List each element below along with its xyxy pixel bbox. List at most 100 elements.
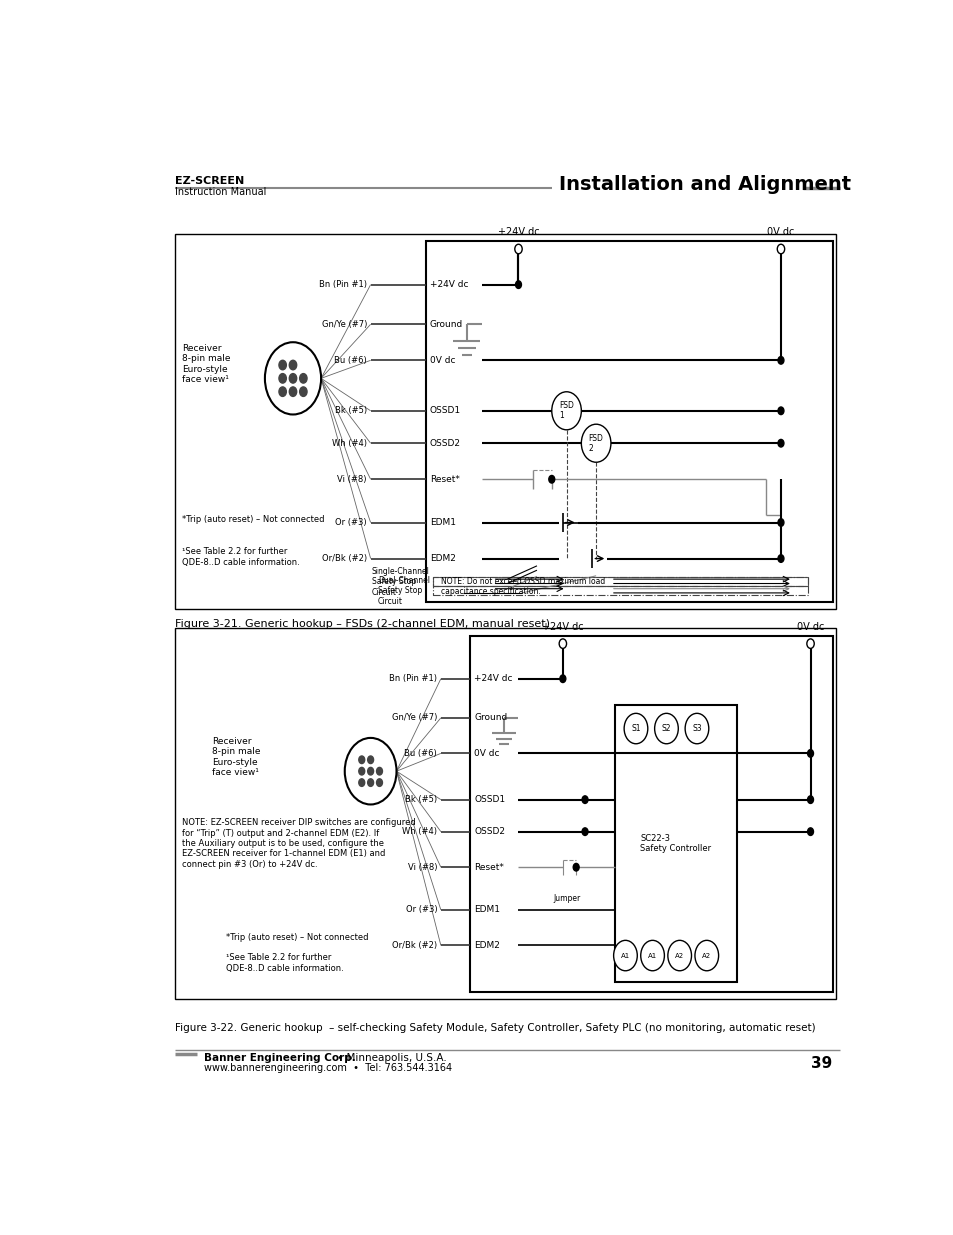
Text: OSSD2: OSSD2 — [474, 827, 504, 836]
Circle shape — [344, 737, 396, 804]
Circle shape — [558, 638, 566, 648]
Text: S2: S2 — [661, 724, 671, 734]
Circle shape — [358, 767, 364, 776]
Text: S1: S1 — [631, 724, 640, 734]
Circle shape — [807, 827, 813, 835]
Text: www.bannerengineering.com  •  Tel: 763.544.3164: www.bannerengineering.com • Tel: 763.544… — [204, 1063, 452, 1073]
Text: Wh (#4): Wh (#4) — [332, 438, 367, 448]
Text: OSSD2: OSSD2 — [429, 438, 460, 448]
Text: Bu (#6): Bu (#6) — [334, 356, 367, 364]
Bar — [174, 233, 836, 609]
Circle shape — [376, 767, 382, 776]
Bar — [174, 629, 836, 999]
Circle shape — [278, 361, 286, 369]
Text: OSSD1: OSSD1 — [474, 795, 505, 804]
Text: Gn/Ye (#7): Gn/Ye (#7) — [321, 320, 367, 329]
Text: *Trip (auto reset) – Not connected: *Trip (auto reset) – Not connected — [182, 515, 324, 524]
Text: EZ-SCREEN: EZ-SCREEN — [174, 177, 244, 186]
Circle shape — [573, 863, 578, 871]
Bar — [614, 705, 736, 982]
Bar — [433, 577, 807, 587]
Circle shape — [581, 795, 587, 804]
Text: 39: 39 — [810, 1056, 831, 1071]
Circle shape — [777, 245, 783, 253]
Bar — [433, 587, 807, 595]
Text: EDM2: EDM2 — [429, 555, 456, 563]
Circle shape — [778, 440, 783, 447]
Text: EDM1: EDM1 — [429, 517, 456, 527]
Text: Dual-Channel
Safety Stop
Circuit: Dual-Channel Safety Stop Circuit — [377, 576, 429, 605]
Text: EDM1: EDM1 — [474, 905, 499, 914]
Text: Gn/Ye (#7): Gn/Ye (#7) — [392, 714, 436, 722]
Text: Bn (Pin #1): Bn (Pin #1) — [318, 280, 367, 289]
Text: +24V dc: +24V dc — [429, 280, 468, 289]
Text: OSSD1: OSSD1 — [429, 406, 460, 415]
Circle shape — [265, 342, 321, 415]
Text: 0V dc: 0V dc — [796, 621, 823, 631]
Text: Instruction Manual: Instruction Manual — [174, 186, 266, 196]
Circle shape — [289, 374, 296, 383]
Text: +24V dc: +24V dc — [497, 227, 538, 237]
Circle shape — [515, 280, 521, 289]
Circle shape — [299, 374, 307, 383]
Text: Or/Bk (#2): Or/Bk (#2) — [321, 555, 367, 563]
Text: 0V dc: 0V dc — [429, 356, 455, 364]
Text: FSD
2: FSD 2 — [588, 433, 603, 453]
Text: Single-Channel
Safety Stop
Circuit: Single-Channel Safety Stop Circuit — [372, 567, 429, 597]
Circle shape — [548, 475, 554, 483]
Circle shape — [376, 779, 382, 787]
Circle shape — [778, 408, 783, 415]
Circle shape — [367, 756, 374, 763]
Text: 0V dc: 0V dc — [474, 748, 499, 758]
Text: FSD
1: FSD 1 — [558, 401, 574, 420]
Text: Banner Engineering Corp.: Banner Engineering Corp. — [204, 1053, 355, 1063]
Circle shape — [551, 391, 580, 430]
Text: Figure 3-22. Generic hookup  – self-checking Safety Module, Safety Controller, S: Figure 3-22. Generic hookup – self-check… — [174, 1023, 815, 1032]
Circle shape — [367, 779, 374, 787]
Circle shape — [667, 940, 691, 971]
Circle shape — [515, 245, 521, 253]
Text: A1: A1 — [647, 952, 657, 958]
Text: NOTE: EZ-SCREEN receiver DIP switches are configured
for “Trip” (T) output and 2: NOTE: EZ-SCREEN receiver DIP switches ar… — [182, 819, 416, 869]
Text: Bk (#5): Bk (#5) — [405, 795, 436, 804]
Text: Reset*: Reset* — [474, 863, 503, 872]
Text: ¹See Table 2.2 for further
QDE-8..D cable information.: ¹See Table 2.2 for further QDE-8..D cabl… — [226, 953, 344, 973]
Circle shape — [580, 424, 610, 462]
Text: *Trip (auto reset) – Not connected: *Trip (auto reset) – Not connected — [226, 932, 369, 942]
Circle shape — [654, 714, 678, 743]
Circle shape — [613, 940, 637, 971]
Circle shape — [581, 827, 587, 835]
Text: S3: S3 — [692, 724, 701, 734]
Circle shape — [358, 756, 364, 763]
Text: SC22-3
Safety Controller: SC22-3 Safety Controller — [639, 834, 710, 853]
Text: Wh (#4): Wh (#4) — [402, 827, 436, 836]
Bar — [470, 636, 832, 992]
Circle shape — [278, 374, 286, 383]
Text: • Minneapolis, U.S.A.: • Minneapolis, U.S.A. — [334, 1053, 446, 1063]
Text: Ground: Ground — [474, 714, 507, 722]
Text: Installation and Alignment: Installation and Alignment — [558, 175, 850, 194]
Text: +24V dc: +24V dc — [541, 621, 583, 631]
Circle shape — [807, 795, 813, 804]
Text: Ground: Ground — [429, 320, 462, 329]
Text: A1: A1 — [620, 952, 629, 958]
Circle shape — [559, 674, 565, 683]
Circle shape — [694, 940, 718, 971]
Text: Bn (Pin #1): Bn (Pin #1) — [389, 674, 436, 683]
Text: EDM2: EDM2 — [474, 941, 499, 950]
Text: Reset*: Reset* — [429, 474, 459, 484]
Circle shape — [358, 779, 364, 787]
Text: A2: A2 — [675, 952, 683, 958]
Text: Or/Bk (#2): Or/Bk (#2) — [392, 941, 436, 950]
Text: Receiver
8-pin male
Euro-style
face view¹: Receiver 8-pin male Euro-style face view… — [182, 345, 231, 384]
Text: Figure 3-21. Generic hookup – FSDs (2-channel EDM, manual reset): Figure 3-21. Generic hookup – FSDs (2-ch… — [174, 619, 549, 629]
Text: Or (#3): Or (#3) — [405, 905, 436, 914]
Circle shape — [289, 361, 296, 369]
Text: Bk (#5): Bk (#5) — [335, 406, 367, 415]
Text: +24V dc: +24V dc — [474, 674, 512, 683]
Text: Or (#3): Or (#3) — [335, 517, 367, 527]
Text: Bu (#6): Bu (#6) — [404, 748, 436, 758]
Circle shape — [778, 519, 783, 526]
Text: ¹See Table 2.2 for further
QDE-8..D cable information.: ¹See Table 2.2 for further QDE-8..D cabl… — [182, 547, 299, 567]
Text: Receiver
8-pin male
Euro-style
face view¹: Receiver 8-pin male Euro-style face view… — [212, 737, 260, 777]
